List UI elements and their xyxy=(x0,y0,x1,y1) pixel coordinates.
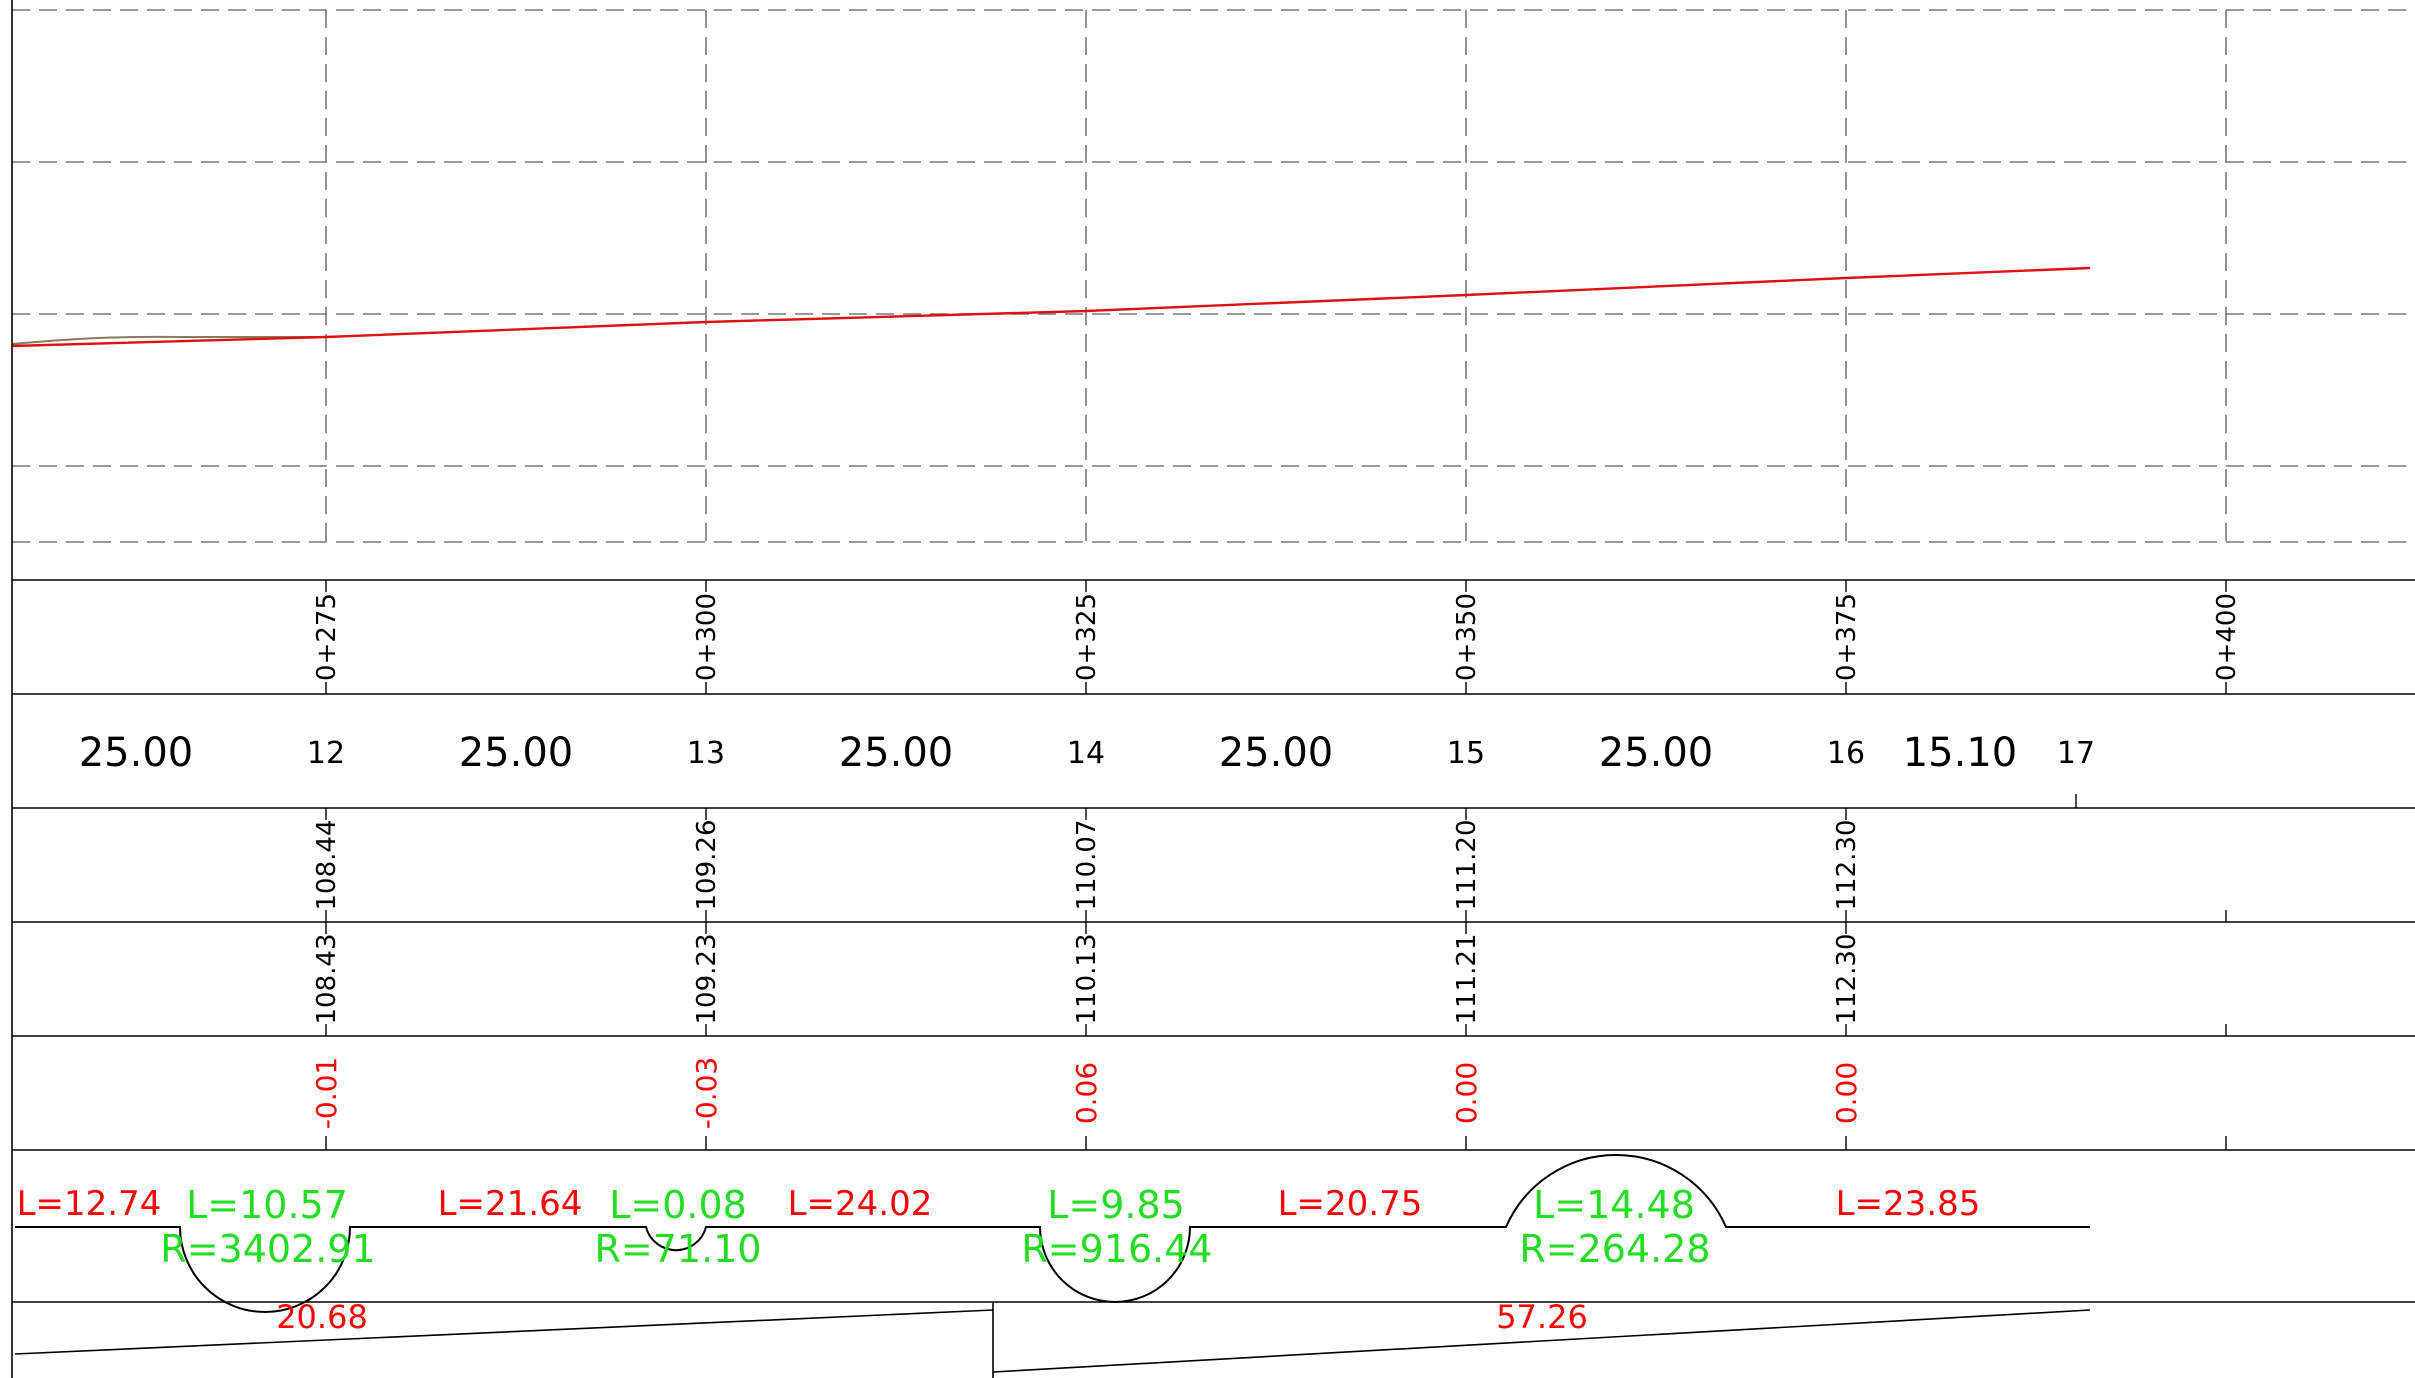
difference-band: -0.01 -0.03 0.06 0.00 0.00 xyxy=(310,1057,2227,1150)
chainage-label: 0+275 xyxy=(312,593,342,681)
elevation-value: 109.26 xyxy=(692,820,722,911)
difference-value: -0.03 xyxy=(690,1057,723,1129)
distance-label: 25.00 xyxy=(839,730,954,776)
distance-label: 25.00 xyxy=(1219,730,1334,776)
grade-band: 20.68 57.26 xyxy=(14,1298,2091,1378)
difference-value: -0.01 xyxy=(310,1057,343,1129)
difference-value: 0.00 xyxy=(1830,1062,1863,1124)
point-number: 12 xyxy=(307,736,345,771)
point-number: 17 xyxy=(2057,736,2095,771)
alignment-line xyxy=(15,1154,2090,1313)
grade-length: 20.68 xyxy=(276,1298,368,1336)
profile-line xyxy=(11,266,2091,348)
straight-length: L=12.74 xyxy=(17,1184,162,1224)
chainage-label: 0+325 xyxy=(1072,593,1102,681)
point-number: 13 xyxy=(687,736,725,771)
distance-band: 25.00 25.00 25.00 25.00 25.00 15.10 12 1… xyxy=(79,730,2095,808)
chainage-band: 0+275 0+300 0+325 0+350 0+375 0+400 xyxy=(312,580,2242,694)
elevation-value: 109.23 xyxy=(692,934,722,1025)
distance-label: 25.00 xyxy=(1599,730,1714,776)
ground-line xyxy=(11,335,326,345)
chainage-label: 0+300 xyxy=(692,593,722,681)
point-number: 15 xyxy=(1447,736,1485,771)
elevation-band-1: 108.44 109.26 110.07 111.20 112.30 xyxy=(312,808,2227,922)
chainage-label: 0+350 xyxy=(1452,593,1482,681)
curve-radius: R=3402.91 xyxy=(160,1227,375,1271)
curve-length: L=14.48 xyxy=(1533,1183,1695,1227)
elevation-value: 108.43 xyxy=(312,934,342,1025)
elevation-value: 110.07 xyxy=(1072,820,1102,911)
elevation-value: 111.21 xyxy=(1452,934,1482,1025)
grade-length: 57.26 xyxy=(1496,1298,1588,1336)
distance-label: 15.10 xyxy=(1903,730,2018,776)
curve-length: L=10.57 xyxy=(186,1183,348,1227)
straight-length: L=23.85 xyxy=(1836,1184,1981,1224)
point-number: 14 xyxy=(1067,736,1105,771)
elevation-band-2: 108.43 109.23 110.13 111.21 112.30 xyxy=(312,922,2227,1036)
profile-grid xyxy=(12,9,2415,543)
straight-length: L=20.75 xyxy=(1278,1184,1423,1224)
alignment-band: L=12.74 L=21.64 L=24.02 L=20.75 L=23.85 … xyxy=(15,1154,2090,1313)
difference-value: 0.06 xyxy=(1070,1062,1103,1124)
straight-length: L=21.64 xyxy=(438,1184,583,1224)
distance-label: 25.00 xyxy=(459,730,574,776)
point-number: 16 xyxy=(1827,736,1865,771)
elevation-value: 108.44 xyxy=(312,820,342,911)
chainage-label: 0+400 xyxy=(2212,593,2242,681)
band-frame xyxy=(11,0,2415,1378)
chainage-label: 0+375 xyxy=(1832,593,1862,681)
curve-radius: R=71.10 xyxy=(594,1227,761,1271)
elevation-value: 112.30 xyxy=(1832,934,1862,1025)
difference-value: 0.00 xyxy=(1450,1062,1483,1124)
grade-line xyxy=(992,1309,2091,1373)
distance-label: 25.00 xyxy=(79,730,194,776)
elevation-value: 110.13 xyxy=(1072,934,1102,1025)
straight-length: L=24.02 xyxy=(788,1184,933,1224)
curve-radius: R=264.28 xyxy=(1519,1227,1710,1271)
elevation-value: 111.20 xyxy=(1452,820,1482,911)
curve-radius: R=916.44 xyxy=(1021,1227,1212,1271)
grade-line xyxy=(14,1309,994,1355)
curve-length: L=9.85 xyxy=(1047,1183,1185,1227)
elevation-value: 112.30 xyxy=(1832,820,1862,911)
curve-length: L=0.08 xyxy=(609,1183,747,1227)
